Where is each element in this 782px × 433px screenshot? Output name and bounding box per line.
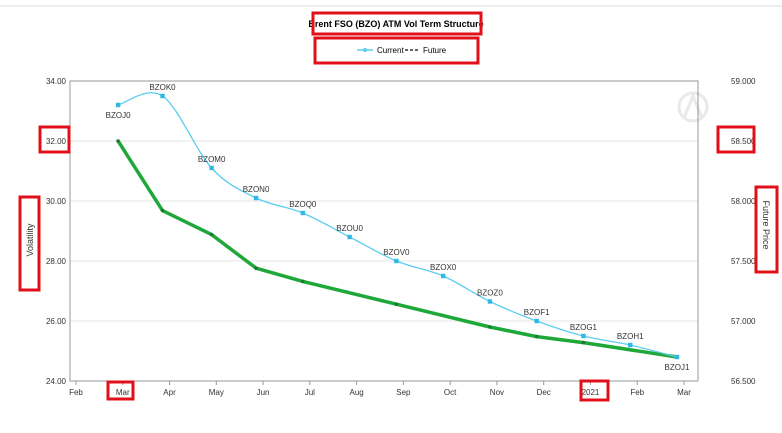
legend-current-label: Current [377,46,404,55]
current-point [115,102,121,108]
x-tick-label: 2021 [582,388,600,397]
future-point [160,208,165,213]
current-point-label: BZOJ1 [665,363,690,372]
current-point-label: BZOG1 [570,323,598,332]
future-point [394,302,399,307]
x-tick-label: May [209,388,224,397]
legend-current-marker [363,48,367,52]
future-line [116,140,678,359]
current-point [628,342,633,348]
future-point [488,325,492,329]
left-tick-label: 30.00 [46,197,67,206]
current-point [487,299,493,304]
right-tick-label: 58.000 [731,197,756,206]
future-point [116,139,120,143]
future-point [301,279,305,284]
right-tick-label: 57.000 [731,317,756,326]
current-point-label: BZOQ0 [289,200,317,209]
right-tick-label: 57.500 [731,257,756,266]
x-tick-label: Feb [69,388,83,397]
current-point [440,273,446,279]
right-y-axis: 59.000 58.500 58.000 57.500 57.000 56.500 [731,77,756,386]
current-point-label: BZOV0 [383,248,410,257]
current-point [160,93,165,99]
left-axis-title-highlight-box [18,195,41,292]
x-tick-label: Feb [630,388,644,397]
legend-highlight-box [313,36,480,65]
current-point-label: BZOK0 [149,83,176,92]
left-tick-label: 26.00 [46,317,67,326]
plot-area-border [69,80,699,382]
left-y-axis: 34.00 32.00 30.00 28.00 26.00 24.00 [46,77,67,386]
right-tick-label: 56.500 [731,377,756,386]
current-line [117,92,678,358]
left-tick-label: 28.00 [46,257,67,266]
left-tick-highlight-box [38,125,71,154]
right-tick-highlight-box [716,125,756,154]
x-tick-label: Sep [396,388,411,397]
x-tick-label: Mar [116,388,130,397]
right-tick-label: 59.000 [731,77,756,86]
future-point [254,266,258,271]
current-point [394,258,399,264]
future-point [209,232,214,237]
current-point [253,195,259,201]
future-point [534,334,539,339]
legend-future-label: Future [423,46,447,55]
x-axis: Feb Mar Apr May Jun Jul Aug Sep Oct Nov Dec 2021 Feb… [69,381,691,397]
x-tick-label: Apr [163,388,176,397]
current-point-label: BZOF1 [524,308,550,317]
future-series [116,139,679,359]
current-point [581,333,586,339]
future-point [581,340,586,345]
current-point-label: BZOH1 [617,332,644,341]
current-point [534,318,539,324]
legend: Current Future [357,46,447,55]
x-tick-label: Jul [305,388,315,397]
x-tick-label: Mar [677,388,691,397]
grid [70,140,698,322]
current-point-label: BZOX0 [430,263,457,272]
x-tick-label: Dec [537,388,551,397]
x-tick-mar-highlight-box [106,380,135,401]
right-tick-label: 58.500 [731,137,756,146]
current-point-label: BZOM0 [198,155,226,164]
right-axis-title-highlight-box [754,185,779,274]
watermark-logo [677,91,709,123]
x-tick-2021-highlight-box [579,379,610,402]
current-point [209,165,214,171]
x-tick-label: Aug [349,388,363,397]
x-tick-label: Nov [490,388,504,397]
x-tick-label: Oct [444,388,457,397]
current-series: BZOJ0 BZOK0 BZOM0 BZON0 BZOQ0 BZOU0 BZOV0 BZOX0… [106,83,690,372]
left-tick-label: 34.00 [46,77,67,86]
current-point [674,354,680,360]
right-axis-title: Future Price [761,200,771,249]
chart-title: Brent FSO (BZO) ATM Vol Term Structure [308,19,483,29]
left-tick-label: 24.00 [46,377,67,386]
current-point-label: BZON0 [243,185,270,194]
current-point [347,234,352,240]
current-point [300,210,306,216]
current-point-label: BZOU0 [336,224,363,233]
current-point-label: BZOZ0 [477,289,503,298]
current-point-label: BZOJ0 [106,111,131,120]
left-axis-title: Volatility [25,223,35,257]
left-tick-label: 32.00 [46,137,67,146]
title-highlight-box [311,11,483,36]
x-tick-label: Jun [257,388,270,397]
